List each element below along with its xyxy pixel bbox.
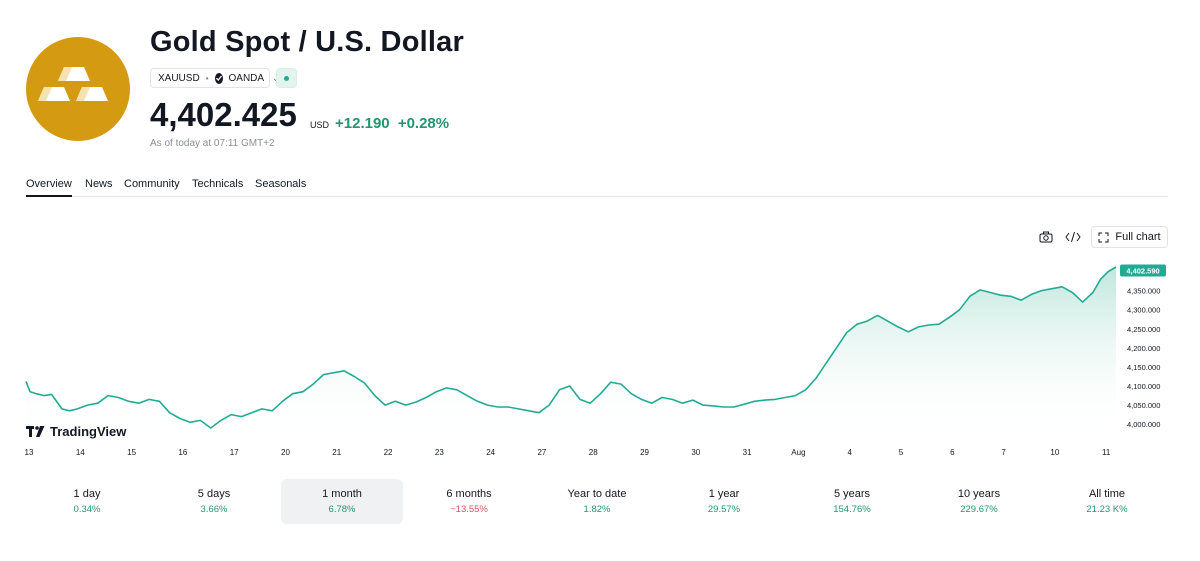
period-value: −13.55%: [450, 504, 488, 515]
x-tick-label: 22: [384, 448, 393, 457]
last-price: 4,402.425: [150, 96, 297, 133]
x-tick-label: 27: [537, 448, 546, 457]
as-of-timestamp: As of today at 07:11 GMT+2: [150, 138, 275, 149]
period-year-to-date[interactable]: Year to date 1.82%: [536, 479, 658, 524]
gold-bars-icon: [26, 37, 130, 141]
x-tick-label: 28: [589, 448, 598, 457]
x-tick-label: 7: [1001, 448, 1006, 457]
period-10-years[interactable]: 10 years 229.67%: [918, 479, 1040, 524]
page-title: Gold Spot / U.S. Dollar: [150, 26, 464, 58]
period-value: 229.67%: [960, 504, 998, 515]
tradingview-logo-icon: [26, 426, 45, 437]
period-value: 1.82%: [583, 504, 611, 515]
period-label: 1 year: [708, 488, 740, 500]
y-tick-label: 4,300.000: [1127, 306, 1160, 315]
last-price-tag: [1120, 264, 1166, 277]
snapshot-button[interactable]: [1034, 226, 1058, 248]
x-tick-label: 30: [691, 448, 700, 457]
period-value: 154.76%: [833, 504, 871, 515]
x-tick-label: 21: [332, 448, 341, 457]
y-tick-label: 4,050.000: [1127, 401, 1160, 410]
verified-check-icon: [214, 72, 223, 84]
tradingview-label: TradingView: [50, 424, 127, 439]
x-tick-label: 23: [435, 448, 444, 457]
price-change: +12.190 +0.28%: [335, 115, 453, 132]
period-value: 3.66%: [200, 504, 228, 515]
y-tick-label: 4,100.000: [1127, 382, 1160, 391]
x-tick-label: 16: [178, 448, 187, 457]
x-tick-label: 31: [743, 448, 752, 457]
x-tick-label: 20: [281, 448, 290, 457]
x-tick-label: Aug: [791, 448, 805, 457]
period-value: 29.57%: [707, 504, 741, 515]
period-5-days[interactable]: 5 days 3.66%: [153, 479, 275, 524]
tab-news[interactable]: News: [85, 178, 113, 190]
x-tick-label: 11: [1102, 448, 1111, 457]
x-tick-label: 15: [127, 448, 136, 457]
embed-button[interactable]: [1061, 226, 1085, 248]
x-tick-label: 29: [640, 448, 649, 457]
x-tick-label: 10: [1050, 448, 1059, 457]
currency-label: USD: [310, 120, 330, 130]
tab-overview[interactable]: Overview: [26, 178, 72, 197]
period-value: 6.78%: [328, 504, 356, 515]
tab-seasonals[interactable]: Seasonals: [255, 178, 307, 190]
price-area-fill: [26, 267, 1116, 428]
x-tick-label: 4: [847, 448, 852, 457]
change-percent: +0.28%: [397, 115, 450, 132]
y-tick-label: 4,350.000: [1127, 287, 1160, 296]
x-tick-label: 14: [76, 448, 85, 457]
tab-community[interactable]: Community: [124, 178, 180, 190]
section-tabs: Overview News Community Technicals Seaso…: [26, 176, 1168, 197]
period-label: 5 years: [833, 488, 871, 500]
x-tick-label: 24: [486, 448, 495, 457]
embed-code-icon: [1065, 231, 1081, 243]
last-price-tag-label: 4,402.590: [1126, 267, 1159, 276]
x-tick-label: 17: [230, 448, 239, 457]
x-tick-label: 5: [899, 448, 904, 457]
y-tick-label: 4,150.000: [1127, 363, 1160, 372]
price-line: [25, 266, 1117, 429]
price-chart[interactable]: 4,000.000 4,050.000 4,100.000 4,150.000 4,20…: [0, 250, 1200, 465]
period-label: Year to date: [567, 488, 627, 500]
period-6-months[interactable]: 6 months −13.55%: [408, 479, 530, 524]
y-tick-label: 4,000.000: [1127, 420, 1160, 429]
period-1-day[interactable]: 1 day 0.34%: [26, 479, 148, 524]
fullscreen-icon: [1098, 232, 1109, 242]
change-absolute: +12.190: [335, 115, 390, 132]
tab-technicals[interactable]: Technicals: [192, 178, 244, 190]
tradingview-logo[interactable]: TradingView: [26, 424, 126, 439]
x-tick-label: 6: [950, 448, 955, 457]
period-label: 1 day: [73, 488, 101, 500]
period-5-years[interactable]: 5 years 154.76%: [791, 479, 913, 524]
period-label: 10 years: [957, 488, 1001, 500]
symbol-exchange-selector[interactable]: XAUUSD • OANDA ⌄: [150, 68, 280, 88]
y-tick-label: 4,250.000: [1127, 325, 1160, 334]
period-label: 1 month: [322, 488, 362, 500]
period-label: 6 months: [446, 488, 492, 500]
full-chart-label: Full chart: [1115, 231, 1161, 243]
period-label: All time: [1088, 488, 1126, 500]
market-status-badge[interactable]: [276, 68, 297, 88]
period-label: 5 days: [197, 488, 231, 500]
performance-periods: 1 day 0.34% 5 days 3.66% 1 month 6.78% 6…: [26, 479, 1168, 525]
full-chart-button[interactable]: Full chart: [1091, 226, 1168, 248]
separator-dot-icon: •: [205, 73, 209, 83]
symbol-label: XAUUSD: [158, 72, 200, 84]
price-chart-svg: 4,000.000 4,050.000 4,100.000 4,150.000 4,20…: [25, 264, 1166, 457]
x-tick-label: 13: [25, 448, 34, 457]
exchange-label: OANDA: [228, 72, 265, 84]
market-open-dot-icon: [284, 75, 289, 81]
period-value: 21.23 K%: [1086, 504, 1128, 515]
period-1-month[interactable]: 1 month 6.78%: [281, 479, 403, 524]
period-value: 0.34%: [73, 504, 101, 515]
period-all-time[interactable]: All time 21.23 K%: [1046, 479, 1168, 524]
y-tick-label: 4,200.000: [1127, 344, 1160, 353]
chevron-down-icon: ⌄: [272, 73, 280, 84]
period-1-year[interactable]: 1 year 29.57%: [663, 479, 785, 524]
camera-icon: [1039, 231, 1053, 243]
